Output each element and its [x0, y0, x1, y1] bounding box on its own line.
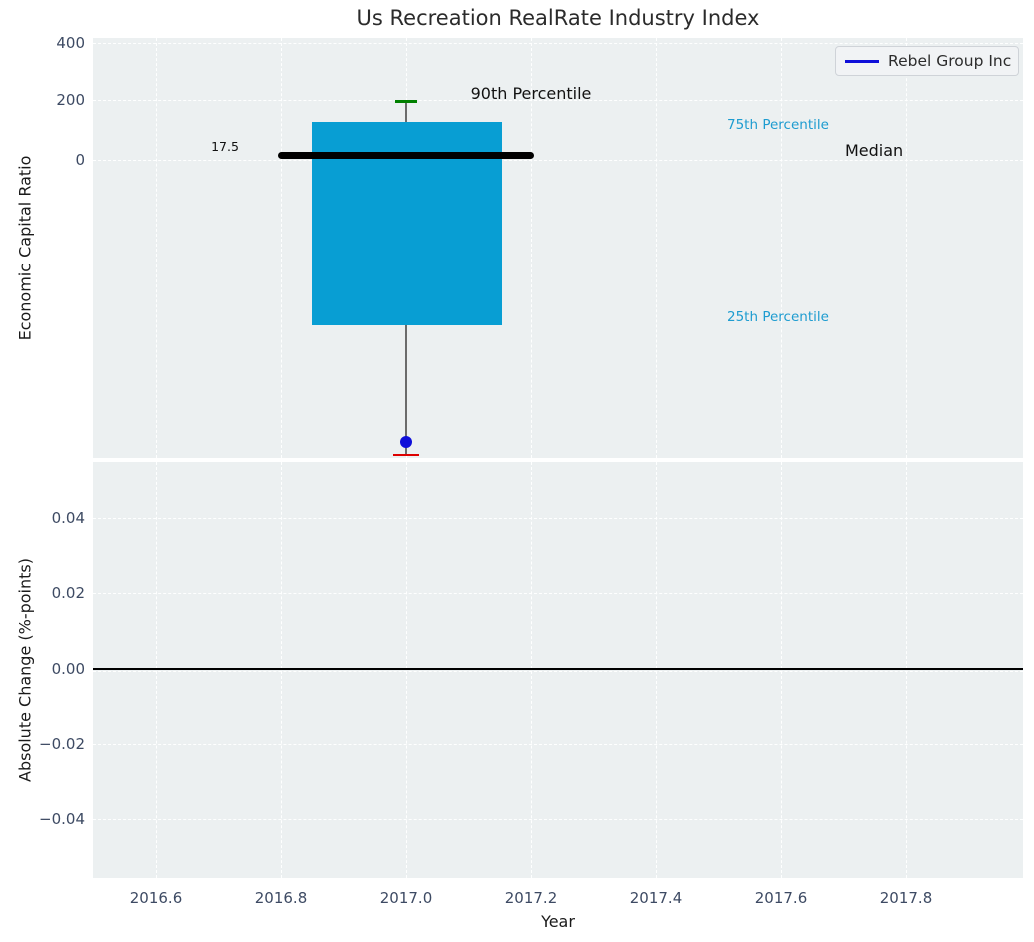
gridline: [93, 160, 1023, 161]
top-plot-area: 17.5 90th Percentile 75th Percentile Med…: [93, 38, 1023, 458]
gridline: [93, 43, 1023, 44]
gridline: [281, 38, 282, 458]
gridline: [93, 744, 1023, 745]
x-tick-label: 2017.0: [379, 889, 433, 907]
legend: Rebel Group Inc: [835, 46, 1019, 76]
legend-line-swatch: [845, 59, 879, 63]
gridline: [531, 38, 532, 458]
legend-entry-label: Rebel Group Inc: [888, 52, 1012, 70]
y-tick-label: 0: [75, 151, 85, 169]
x-tick-label: 2017.2: [504, 889, 558, 907]
gridline: [93, 593, 1023, 594]
boxplot-10th-percentile-cap: [393, 454, 419, 456]
gridline: [656, 38, 657, 458]
chart-title: Us Recreation RealRate Industry Index: [356, 6, 760, 30]
gridline: [93, 671, 1023, 672]
gridline: [93, 819, 1023, 820]
x-tick-label: 2017.8: [879, 889, 933, 907]
median-value-label: 17.5: [211, 139, 239, 154]
gridline: [93, 100, 1023, 101]
zero-reference-line: [93, 668, 1023, 670]
x-tick-label: 2017.6: [754, 889, 808, 907]
gridline: [781, 462, 782, 878]
gridline: [656, 462, 657, 878]
gridline: [906, 38, 907, 458]
y-tick-label: −0.02: [39, 735, 85, 753]
annotation-median: Median: [845, 141, 904, 160]
y-axis-label-bottom: Absolute Change (%-points): [15, 558, 35, 782]
x-axis-label: Year: [541, 912, 575, 931]
gridline: [281, 462, 282, 878]
x-tick-label: 2017.4: [629, 889, 683, 907]
gridline: [531, 462, 532, 878]
x-tick-label: 2016.6: [129, 889, 183, 907]
gridline: [781, 38, 782, 458]
company-marker: [400, 436, 412, 448]
y-tick-label: 0.00: [51, 660, 85, 678]
y-tick-label: 200: [56, 91, 85, 109]
y-axis-label-top: Economic Capital Ratio: [15, 155, 35, 341]
y-tick-label: 400: [56, 34, 85, 52]
gridline: [93, 518, 1023, 519]
gridline: [906, 462, 907, 878]
x-tick-label: 2016.8: [254, 889, 308, 907]
boxplot-median-line: [278, 152, 534, 159]
bottom-plot-area: [93, 462, 1023, 878]
annotation-90th-percentile: 90th Percentile: [470, 84, 592, 103]
y-tick-label: 0.04: [51, 509, 85, 527]
boxplot-90th-percentile-cap: [395, 100, 417, 103]
y-tick-label: 0.02: [51, 584, 85, 602]
annotation-75th-percentile: 75th Percentile: [727, 117, 829, 133]
gridline: [156, 462, 157, 878]
gridline: [406, 462, 407, 878]
y-tick-label: −0.04: [39, 810, 85, 828]
gridline: [156, 38, 157, 458]
annotation-25th-percentile: 25th Percentile: [727, 309, 829, 325]
